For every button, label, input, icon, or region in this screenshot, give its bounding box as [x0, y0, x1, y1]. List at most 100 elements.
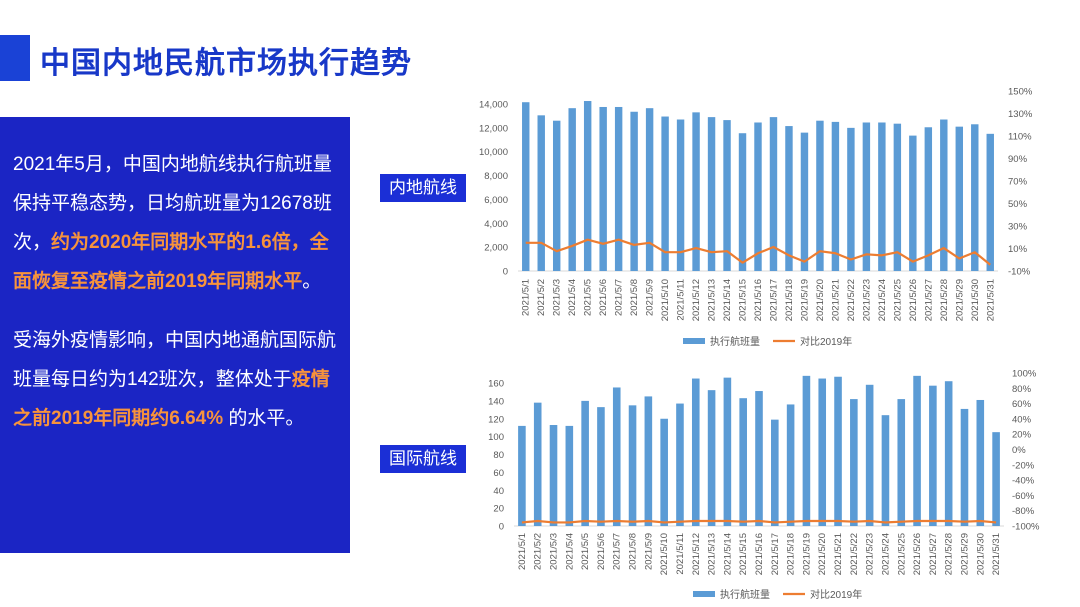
- x-axis-tick-label: 2021/5/7: [614, 279, 625, 316]
- right-axis-tick-label: 30%: [1008, 222, 1028, 233]
- right-axis-tick-label: 110%: [1008, 132, 1032, 143]
- bar: [676, 403, 684, 526]
- page-title: 中国内地民航市场执行趋势: [40, 47, 412, 80]
- bar: [769, 117, 778, 272]
- bar: [834, 376, 842, 526]
- right-axis-tick-label: 20%: [1012, 430, 1032, 441]
- x-axis-tick-label: 2021/5/23: [865, 533, 876, 575]
- bar: [862, 122, 871, 272]
- x-axis-tick-label: 2021/5/27: [923, 279, 934, 321]
- bar: [881, 415, 890, 526]
- x-axis-tick-label: 2021/5/3: [552, 279, 563, 316]
- x-axis-tick-label: 2021/5/6: [596, 533, 607, 570]
- legend-swatch-flights: [693, 591, 715, 597]
- x-axis-tick-label: 2021/5/2: [536, 279, 547, 316]
- summary-international-highlight: 疫情之前2019年同期约6.64%: [13, 369, 330, 429]
- x-axis-tick-label: 2021/5/1: [521, 279, 532, 316]
- left-axis-tick-label: 100: [488, 432, 504, 443]
- right-axis-tick-label: -80%: [1012, 506, 1035, 517]
- x-axis-tick-label: 2021/5/29: [954, 279, 965, 321]
- x-axis-tick-label: 2021/5/10: [659, 533, 670, 575]
- bar: [913, 375, 921, 526]
- right-axis-tick-label: -60%: [1012, 491, 1035, 502]
- bar: [786, 404, 795, 526]
- bar: [955, 126, 963, 271]
- right-axis-tick-label: 60%: [1012, 399, 1032, 410]
- bar: [552, 120, 561, 271]
- x-axis-tick-label: 2021/5/4: [564, 533, 575, 570]
- x-axis-tick-label: 2021/5/11: [676, 279, 687, 321]
- x-axis-tick-label: 2021/5/29: [959, 533, 970, 575]
- right-axis-tick-label: -20%: [1012, 460, 1035, 471]
- left-axis-tick-label: 120: [488, 414, 504, 425]
- x-axis-tick-label: 2021/5/12: [691, 533, 702, 575]
- summary-domestic-highlight: 约为2020年同期水平的1.6倍，全面恢复至疫情之前2019年同期水平: [13, 232, 329, 292]
- bar: [929, 385, 937, 526]
- x-axis-tick-label: 2021/5/9: [643, 533, 654, 570]
- bar: [707, 117, 716, 272]
- x-axis-tick-label: 2021/5/31: [985, 279, 996, 321]
- bar: [754, 122, 762, 272]
- x-axis-tick-label: 2021/5/16: [753, 279, 764, 321]
- left-axis-tick-label: 2,000: [484, 243, 508, 254]
- line-series-comparison-2019: [525, 238, 991, 266]
- x-axis-tick-label: 2021/5/21: [833, 533, 844, 575]
- x-axis-tick-label: 2021/5/26: [912, 533, 923, 575]
- bar: [816, 120, 824, 271]
- bar: [850, 399, 858, 526]
- summary-domestic-end: 。: [302, 271, 322, 292]
- bar: [738, 133, 747, 271]
- bar: [565, 425, 574, 526]
- bar: [599, 106, 607, 271]
- x-axis-tick-label: 2021/5/22: [849, 533, 860, 575]
- x-axis-tick-label: 2021/5/18: [786, 533, 797, 575]
- bar: [940, 119, 948, 271]
- x-axis-tick-label: 2021/5/15: [738, 279, 749, 321]
- x-axis-tick-label: 2021/5/5: [583, 279, 594, 316]
- left-axis-tick-label: 80: [493, 450, 504, 461]
- bar: [802, 375, 811, 526]
- bar: [800, 132, 809, 271]
- bar: [522, 102, 530, 272]
- x-axis-tick-label: 2021/5/7: [612, 533, 623, 570]
- bar: [612, 387, 621, 526]
- legend-label-flights: 执行航班量: [720, 588, 770, 601]
- bar: [660, 418, 668, 526]
- left-axis-tick-label: 12,000: [479, 123, 508, 134]
- bar: [971, 124, 979, 271]
- domestic-chart: 14,000 12,000 10,000 8,000 6,000 4,000 2,000 0 1…: [479, 87, 1033, 349]
- x-axis-tick-label: 2021/5/8: [629, 279, 640, 316]
- x-axis-tick-label: 2021/5/11: [675, 533, 686, 575]
- bar: [909, 135, 917, 271]
- bar: [518, 425, 526, 526]
- x-axis-tick-label: 2021/5/13: [707, 533, 718, 575]
- right-axis-tick-label: 80%: [1012, 384, 1032, 395]
- x-axis-tick-label: 2021/5/31: [991, 533, 1002, 575]
- bar: [614, 106, 623, 271]
- bar: [897, 399, 906, 526]
- x-axis-tick-label: 2021/5/22: [846, 279, 857, 321]
- bar: [581, 400, 589, 527]
- bar: [785, 126, 793, 271]
- bar: [723, 120, 731, 271]
- x-axis-tick-label: 2021/5/5: [580, 533, 591, 570]
- right-axis-tick-label: 0%: [1012, 445, 1026, 456]
- summary-international-end: 的水平。: [223, 408, 305, 429]
- x-axis-tick-label: 2021/5/17: [770, 533, 781, 575]
- left-axis-tick-label: 4,000: [484, 219, 508, 230]
- x-axis-tick-label: 2021/5/3: [549, 533, 560, 570]
- bar: [630, 111, 638, 271]
- bar: [771, 419, 779, 526]
- bar: [818, 378, 827, 526]
- summary-international: 受海外疫情影响，中国内地通航国际航班量每日约为142班次，整体处于疫情之前201…: [13, 321, 338, 438]
- bar: [755, 391, 763, 526]
- bar: [924, 127, 933, 271]
- title-accent-bar: [0, 35, 30, 81]
- summary-international-text: 受海外疫情影响，中国内地通航国际航班量每日约为142班次，整体处于: [13, 330, 337, 390]
- x-axis-tick-label: 2021/5/13: [707, 279, 718, 321]
- x-axis-tick-label: 2021/5/16: [754, 533, 765, 575]
- x-axis-tick-label: 2021/5/9: [645, 279, 656, 316]
- x-axis-tick-label: 2021/5/17: [768, 279, 779, 321]
- right-axis-tick-label: 90%: [1008, 154, 1028, 165]
